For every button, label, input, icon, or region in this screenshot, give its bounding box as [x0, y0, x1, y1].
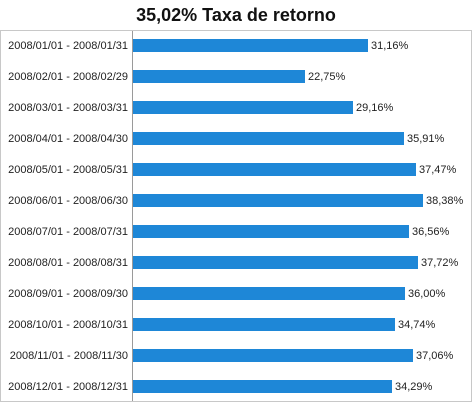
bar: [133, 132, 404, 145]
bar-row: 2008/06/01 - 2008/06/30 38,38%: [0, 186, 472, 217]
bar: [133, 349, 413, 362]
category-label: 2008/12/01 - 2008/12/31: [8, 381, 128, 393]
bar: [133, 39, 368, 52]
value-label: 34,29%: [395, 381, 433, 393]
category-label: 2008/11/01 - 2008/11/30: [9, 350, 128, 362]
bar: [133, 194, 423, 207]
bar: [133, 225, 409, 238]
value-label: 36,00%: [408, 288, 446, 300]
category-label: 2008/10/01 - 2008/10/31: [8, 319, 128, 331]
category-label: 2008/08/01 - 2008/08/31: [8, 257, 128, 269]
bar: [133, 287, 405, 300]
bar-row: 2008/01/01 - 2008/01/31 31,16%: [0, 31, 472, 62]
value-label: 37,72%: [421, 257, 459, 269]
bar-row: 2008/04/01 - 2008/04/30 35,91%: [0, 124, 472, 155]
bar: [133, 70, 305, 83]
bar-rows: 2008/01/01 - 2008/01/31 31,16% 2008/02/01 …: [0, 31, 472, 401]
value-label: 34,74%: [398, 319, 436, 331]
bar: [133, 380, 392, 393]
bar-row: 2008/10/01 - 2008/10/31 34,74%: [0, 310, 472, 341]
bar: [133, 101, 353, 114]
value-label: 31,16%: [371, 40, 409, 52]
category-label: 2008/03/01 - 2008/03/31: [8, 102, 128, 114]
y-axis-line: [132, 31, 133, 401]
bar-row: 2008/09/01 - 2008/09/30 36,00%: [0, 279, 472, 310]
bar-row: 2008/02/01 - 2008/02/29 22,75%: [0, 62, 472, 93]
category-label: 2008/05/01 - 2008/05/31: [8, 164, 128, 176]
value-label: 38,38%: [426, 195, 464, 207]
bar-row: 2008/11/01 - 2008/11/30 37,06%: [0, 341, 472, 372]
bar-row: 2008/07/01 - 2008/07/31 36,56%: [0, 217, 472, 248]
bar: [133, 163, 416, 176]
category-label: 2008/06/01 - 2008/06/30: [8, 195, 128, 207]
value-label: 37,47%: [419, 164, 457, 176]
category-label: 2008/04/01 - 2008/04/30: [8, 133, 128, 145]
category-label: 2008/02/01 - 2008/02/29: [8, 71, 128, 83]
value-label: 22,75%: [308, 71, 346, 83]
value-label: 29,16%: [356, 102, 394, 114]
bar-row: 2008/03/01 - 2008/03/31 29,16%: [0, 93, 472, 124]
value-label: 36,56%: [412, 226, 450, 238]
value-label: 37,06%: [416, 350, 454, 362]
category-label: 2008/09/01 - 2008/09/30: [8, 288, 128, 300]
bar-row: 2008/05/01 - 2008/05/31 37,47%: [0, 155, 472, 186]
bar-row: 2008/12/01 - 2008/12/31 34,29%: [0, 372, 472, 403]
bar-row: 2008/08/01 - 2008/08/31 37,72%: [0, 248, 472, 279]
chart-title: 35,02% Taxa de retorno: [136, 5, 336, 25]
category-label: 2008/01/01 - 2008/01/31: [8, 40, 128, 52]
value-label: 35,91%: [407, 133, 445, 145]
bar: [133, 318, 395, 331]
category-label: 2008/07/01 - 2008/07/31: [8, 226, 128, 238]
bar: [133, 256, 418, 269]
